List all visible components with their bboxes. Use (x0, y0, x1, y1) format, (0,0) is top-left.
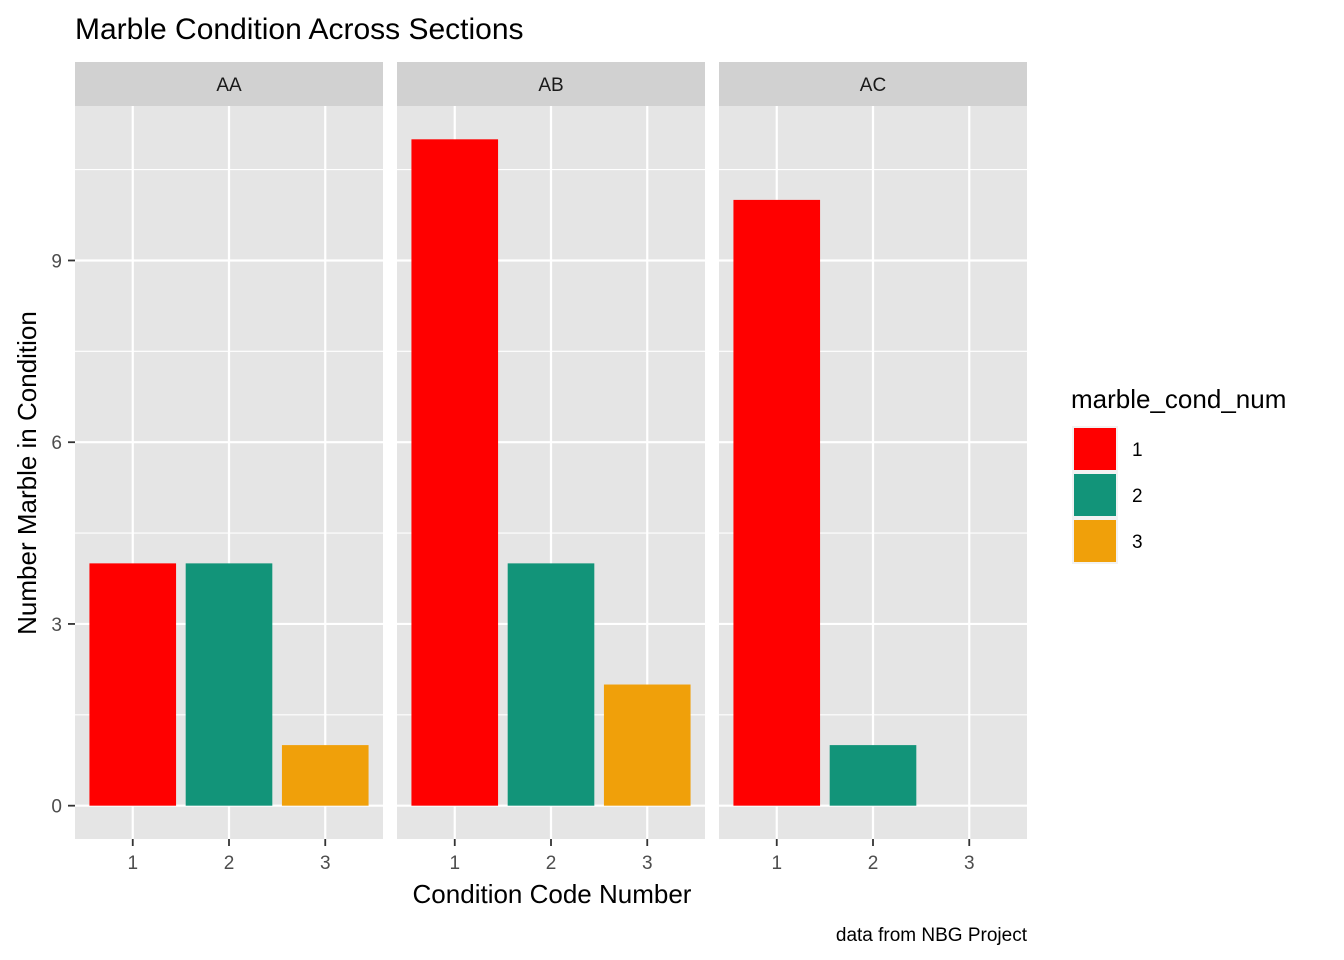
bar-ac-1 (733, 199, 821, 806)
x-tick-label: 3 (964, 853, 975, 874)
bar-ab-2 (507, 563, 595, 806)
facet-label-ab: AB (538, 75, 563, 96)
x-tick-label: 1 (771, 853, 782, 874)
bar-ab-1 (411, 139, 499, 806)
bar-ab-3 (603, 684, 691, 806)
legend-label-2: 2 (1132, 486, 1143, 507)
x-axis: 1 2 3 1 2 3 1 2 3 (127, 839, 975, 874)
facet-panel-ab: AB (397, 62, 705, 839)
x-tick-label: 1 (127, 853, 138, 874)
y-tick-label: 9 (51, 251, 62, 272)
legend-label-3: 3 (1132, 532, 1143, 553)
x-tick-label: 3 (320, 853, 331, 874)
legend-swatch-3 (1074, 520, 1116, 562)
bar-aa-3 (281, 745, 369, 806)
bar-ac-2 (829, 745, 917, 806)
facet-strip (397, 62, 705, 106)
legend-item-3: 3 (1072, 518, 1143, 564)
x-tick-label: 3 (642, 853, 653, 874)
x-tick-label: 2 (546, 853, 557, 874)
x-tick-label: 2 (868, 853, 879, 874)
facet-panels: AA AB AC (75, 62, 1027, 839)
facet-panel-ac: AC (719, 62, 1027, 839)
facet-strip (75, 62, 383, 106)
x-tick-label: 1 (449, 853, 460, 874)
facet-label-ac: AC (860, 75, 886, 96)
legend-label-1: 1 (1132, 440, 1143, 461)
legend-title: marble_cond_num (1071, 384, 1286, 414)
y-tick-label: 0 (51, 797, 62, 818)
legend-item-1: 1 (1072, 426, 1143, 472)
facet-panel-aa: AA (75, 62, 383, 839)
y-tick-label: 6 (51, 433, 62, 454)
y-tick-label: 3 (51, 615, 62, 636)
x-axis-label: Condition Code Number (413, 879, 692, 909)
y-axis: 0 3 6 9 (51, 251, 75, 818)
facet-label-aa: AA (216, 75, 242, 96)
bar-aa-2 (185, 563, 273, 806)
legend-item-2: 2 (1072, 472, 1143, 518)
facet-strip (719, 62, 1027, 106)
legend-swatch-2 (1074, 474, 1116, 516)
chart-title: Marble Condition Across Sections (75, 13, 524, 46)
chart-caption: data from NBG Project (836, 925, 1028, 946)
legend-swatch-1 (1074, 428, 1116, 470)
x-tick-label: 2 (224, 853, 235, 874)
legend: marble_cond_num 1 2 3 (1071, 384, 1286, 564)
bar-aa-1 (89, 563, 177, 806)
y-axis-label: Number Marble in Condition (12, 311, 42, 635)
